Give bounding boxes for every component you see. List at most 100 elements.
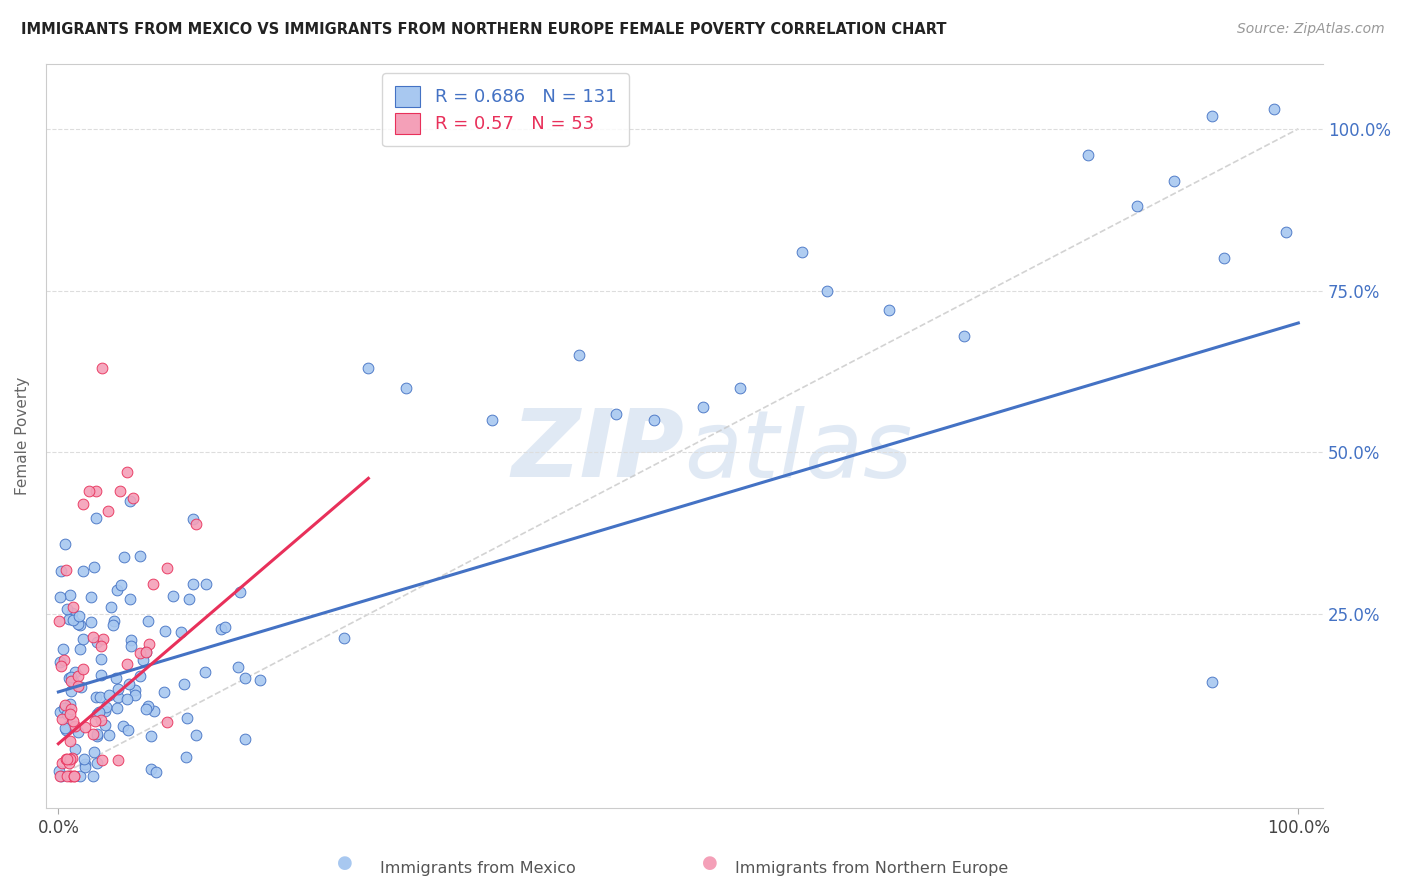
Point xyxy=(55,752,77,766)
Text: ●: ● xyxy=(702,855,718,872)
Point xyxy=(1213,252,1236,266)
Point xyxy=(60,769,83,783)
Point xyxy=(59,698,82,712)
Point xyxy=(58,611,80,625)
Point xyxy=(1163,173,1185,187)
Point xyxy=(815,284,838,298)
Text: Immigrants from Northern Europe: Immigrants from Northern Europe xyxy=(735,861,1008,876)
Point xyxy=(643,413,665,427)
Point xyxy=(115,657,138,672)
Point xyxy=(59,752,82,766)
Point xyxy=(97,728,120,742)
Point xyxy=(59,733,82,747)
Point xyxy=(69,769,91,783)
Point xyxy=(184,728,207,742)
Point xyxy=(66,680,89,694)
Point xyxy=(73,720,96,734)
Point xyxy=(60,684,83,698)
Point xyxy=(117,691,139,706)
Point xyxy=(139,729,162,743)
Point xyxy=(59,707,82,722)
Point xyxy=(1275,225,1298,239)
Point xyxy=(59,769,82,783)
Point xyxy=(90,361,112,376)
Point xyxy=(94,700,117,714)
Point xyxy=(120,632,142,647)
Text: Immigrants from Mexico: Immigrants from Mexico xyxy=(380,861,576,876)
Point xyxy=(142,704,165,718)
Point xyxy=(692,400,714,414)
Point xyxy=(63,719,86,733)
Point xyxy=(1263,103,1285,117)
Point xyxy=(129,669,152,683)
Point xyxy=(62,674,84,689)
Point xyxy=(952,329,974,343)
Point xyxy=(90,652,112,666)
Point xyxy=(98,688,121,702)
Point xyxy=(136,614,159,628)
Point xyxy=(63,720,86,734)
Point xyxy=(75,760,97,774)
Point xyxy=(170,624,193,639)
Point xyxy=(107,583,129,598)
Point xyxy=(226,660,249,674)
Point xyxy=(117,723,139,737)
Point xyxy=(63,742,86,756)
Point xyxy=(118,591,141,606)
Point xyxy=(605,407,627,421)
Point xyxy=(72,632,94,646)
Point xyxy=(86,635,108,649)
Point xyxy=(142,577,165,591)
Point xyxy=(233,732,256,747)
Point xyxy=(84,484,107,499)
Point xyxy=(156,561,179,575)
Point xyxy=(53,698,76,712)
Point xyxy=(121,491,143,505)
Point xyxy=(66,725,89,739)
Point xyxy=(107,753,129,767)
Point xyxy=(1201,109,1223,123)
Point xyxy=(103,618,125,632)
Point xyxy=(1126,199,1149,213)
Point xyxy=(156,714,179,729)
Point xyxy=(49,705,72,719)
Point xyxy=(48,590,70,604)
Point xyxy=(135,645,157,659)
Point xyxy=(62,714,84,728)
Y-axis label: Female Poverty: Female Poverty xyxy=(15,377,30,495)
Point xyxy=(60,606,83,620)
Point xyxy=(357,361,380,376)
Point xyxy=(86,729,108,743)
Point xyxy=(124,683,146,698)
Point xyxy=(82,630,104,644)
Point xyxy=(48,764,70,778)
Point xyxy=(53,722,76,736)
Point xyxy=(792,244,814,259)
Point xyxy=(55,752,77,766)
Point xyxy=(176,710,198,724)
Point xyxy=(69,618,91,632)
Point xyxy=(84,510,107,524)
Point xyxy=(72,662,94,676)
Point xyxy=(89,690,111,704)
Point xyxy=(73,756,96,771)
Point xyxy=(97,504,120,518)
Point xyxy=(63,769,86,783)
Text: atlas: atlas xyxy=(685,406,912,497)
Point xyxy=(67,617,90,632)
Point xyxy=(70,681,93,695)
Point xyxy=(174,750,197,764)
Point xyxy=(91,632,114,647)
Point xyxy=(110,484,132,499)
Point xyxy=(195,577,218,591)
Point xyxy=(60,673,83,688)
Point xyxy=(112,550,135,565)
Point xyxy=(51,756,73,770)
Point xyxy=(55,563,77,577)
Point xyxy=(181,577,204,591)
Point xyxy=(184,517,207,532)
Point xyxy=(82,769,104,783)
Point xyxy=(62,769,84,783)
Point xyxy=(107,690,129,705)
Point xyxy=(67,669,90,683)
